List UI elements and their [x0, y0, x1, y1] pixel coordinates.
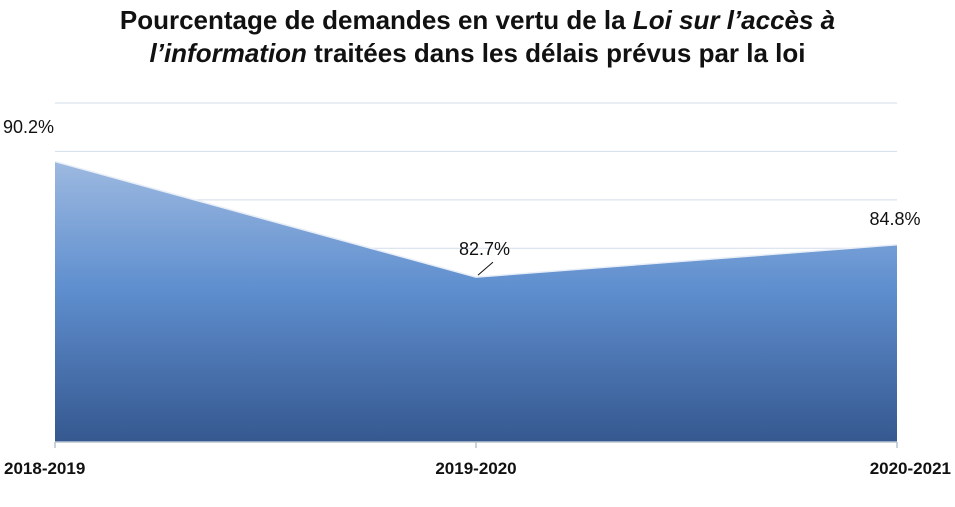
data-label: 84.8% [869, 209, 920, 229]
chart-title-part1: Pourcentage de demandes en vertu de la [119, 5, 633, 35]
data-labels: 90.2% 82.7% 84.8% [3, 117, 921, 276]
area-series-line [54, 160, 898, 278]
chart-title-italic2: l’information [149, 38, 307, 68]
x-tick-label: 2018-2019 [4, 459, 85, 478]
chart-title-part2: traitées dans les délais prévus par la l… [306, 38, 806, 68]
area-fill [55, 161, 897, 442]
chart-title-italic1: Loi sur l’accès à [632, 5, 836, 35]
data-label-leader [477, 261, 494, 276]
x-tick-label: 2020-2021 [870, 459, 951, 478]
x-axis: 2018-2019 2019-2020 2020-2021 [4, 441, 951, 478]
data-label: 90.2% [3, 117, 54, 137]
area-series [54, 160, 898, 442]
data-label: 82.7% [459, 239, 510, 259]
x-tick-label: 2019-2020 [435, 459, 516, 478]
chart-title: Pourcentage de demandes en vertu de la L… [0, 4, 955, 70]
